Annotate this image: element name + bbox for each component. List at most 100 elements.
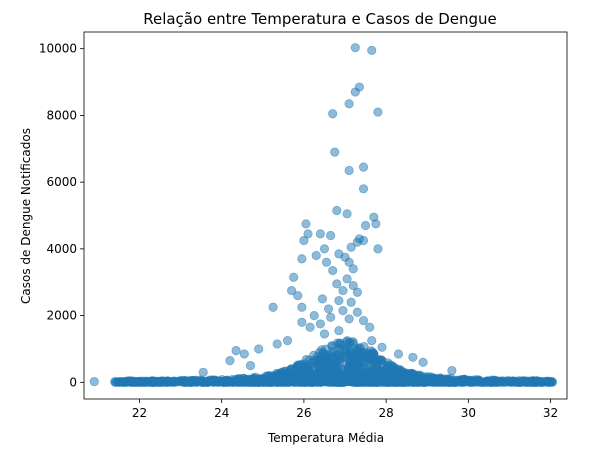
x-tick-label: 22 <box>132 406 147 420</box>
data-point <box>348 280 358 291</box>
data-point <box>361 355 371 365</box>
data-point <box>297 302 307 312</box>
data-point <box>338 285 348 296</box>
data-point <box>328 265 338 276</box>
data-point <box>359 341 369 352</box>
data-point <box>358 315 369 326</box>
data-point <box>352 287 362 297</box>
data-point <box>225 356 235 366</box>
x-tick-label: 26 <box>296 406 311 420</box>
data-point <box>344 99 354 109</box>
data-point <box>367 336 377 346</box>
data-point <box>314 362 324 373</box>
data-point <box>330 147 340 157</box>
data-point <box>332 205 342 216</box>
data-point <box>317 294 328 304</box>
data-point <box>393 349 404 359</box>
data-point <box>334 295 344 306</box>
data-point <box>418 357 428 367</box>
data-point <box>358 184 369 194</box>
data-point <box>286 285 297 296</box>
data-point <box>326 230 336 241</box>
data-point <box>329 365 339 376</box>
data-point <box>301 367 312 377</box>
data-point <box>328 109 338 119</box>
data-point <box>342 274 352 284</box>
data-point <box>365 322 375 332</box>
data-point <box>358 162 369 172</box>
data-point <box>360 220 371 231</box>
data-point <box>293 361 304 371</box>
x-tick-label: 24 <box>214 406 229 420</box>
data-point <box>319 329 330 339</box>
x-tick-label: 30 <box>461 406 476 420</box>
data-point <box>342 336 352 346</box>
data-point <box>346 297 356 307</box>
data-point <box>377 368 387 378</box>
data-point <box>350 87 360 97</box>
y-tick-label: 2000 <box>46 309 77 323</box>
data-point <box>547 376 557 387</box>
data-point <box>334 325 344 336</box>
chart-title: Relação entre Temperatura e Casos de Den… <box>143 10 497 28</box>
data-point <box>303 229 313 239</box>
data-point <box>332 279 342 289</box>
y-tick-label: 8000 <box>46 108 77 122</box>
data-point <box>198 367 208 377</box>
data-point <box>254 344 264 354</box>
data-point <box>245 361 256 371</box>
data-point <box>346 242 356 252</box>
x-tick-label: 28 <box>378 406 393 420</box>
y-axis-ticks: 0 2000 4000 6000 8000 10000 <box>39 42 84 389</box>
data-point <box>368 348 379 358</box>
data-point <box>358 235 369 246</box>
data-point <box>352 307 362 317</box>
data-point <box>231 346 241 356</box>
data-point <box>309 310 319 321</box>
data-point <box>447 366 457 376</box>
y-axis-label: Casos de Dengue Notificados <box>19 128 33 304</box>
data-point <box>338 305 348 316</box>
data-point <box>299 235 309 246</box>
data-point <box>408 352 418 362</box>
x-tick-label: 32 <box>543 406 558 420</box>
data-point <box>282 336 293 346</box>
data-point <box>321 257 332 267</box>
scatter-points <box>89 43 557 387</box>
x-axis-label: Temperatura Média <box>267 431 384 445</box>
data-point <box>326 312 336 322</box>
plot-frame <box>83 31 568 400</box>
data-point <box>311 250 321 261</box>
data-point <box>367 45 377 55</box>
data-point <box>377 342 387 352</box>
data-point <box>373 244 383 254</box>
data-point <box>348 264 358 274</box>
data-point <box>373 107 383 117</box>
data-point <box>272 339 282 349</box>
data-point <box>239 349 249 359</box>
data-point <box>315 229 325 239</box>
data-point <box>371 219 381 229</box>
data-point <box>319 244 330 254</box>
data-point <box>89 377 99 387</box>
data-point <box>344 257 354 267</box>
y-tick-label: 10000 <box>39 42 77 56</box>
data-point <box>350 43 360 53</box>
data-point <box>342 209 352 219</box>
data-point <box>385 368 396 378</box>
data-point <box>293 290 303 301</box>
data-point <box>366 364 376 374</box>
data-point <box>289 272 299 282</box>
y-tick-label: 6000 <box>46 175 77 189</box>
data-point <box>317 345 327 355</box>
data-point <box>331 350 341 360</box>
data-point <box>301 219 311 229</box>
y-tick-label: 0 <box>69 375 77 389</box>
data-point <box>286 365 296 375</box>
data-point <box>268 302 278 312</box>
data-point <box>315 319 325 329</box>
data-point <box>297 317 307 327</box>
data-point <box>322 351 332 361</box>
data-point <box>305 322 315 332</box>
